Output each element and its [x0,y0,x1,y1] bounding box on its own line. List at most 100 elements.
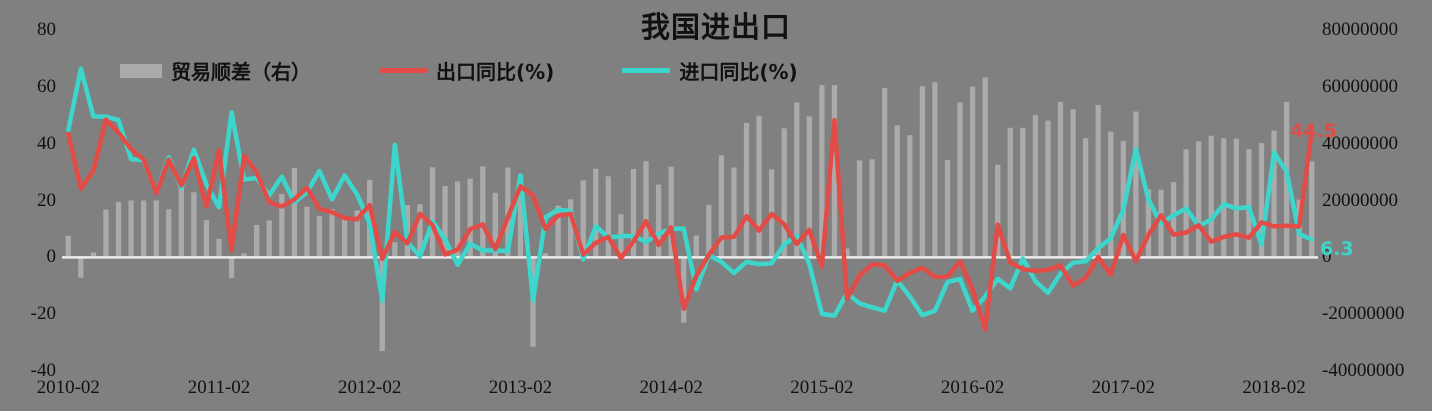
chart-title: 我国进出口 [640,10,791,44]
bar [417,204,423,258]
bar [480,166,486,258]
bar [655,184,662,258]
bar [228,257,235,279]
bar [781,128,787,258]
x-axis-tick: 2017-02 [1091,377,1155,398]
data-label: 44.5 [1290,120,1337,142]
bar [1145,189,1152,258]
legend-swatch-bar [120,63,162,78]
bar [1221,138,1227,258]
bar [580,180,586,258]
bar [1045,120,1051,258]
bar [944,159,951,258]
y-axis-left-tick: 80 [37,19,56,40]
bars-group [65,77,1315,352]
bar [329,209,335,258]
bar [794,102,800,258]
bar [1309,161,1315,258]
bar [141,200,147,258]
bar [266,220,272,258]
bar [919,86,925,258]
legend-label-trade-surplus: 贸易顺差（右） [171,60,311,84]
bar [379,257,385,352]
bar [492,192,498,258]
bar [153,200,159,258]
bar [78,257,84,278]
bar [555,205,561,258]
y-axis-left-tick: -20 [30,303,56,325]
bar [982,77,988,258]
bar [1133,111,1139,258]
bar [831,85,838,258]
x-axis: 2010-02 2011-02 2012-02 2013-02 2014-02 2015-… [0,377,1432,409]
bar [706,204,712,258]
bar [806,116,812,258]
bar [542,253,549,258]
bar [517,174,524,258]
bar [681,257,687,323]
bar [178,180,184,258]
bar [1032,115,1039,258]
bar [166,209,172,258]
x-axis-tick: 2016-02 [940,377,1005,398]
bar [718,155,725,258]
bar [1020,127,1026,258]
bar [279,193,285,258]
bar [756,115,762,258]
y-axis-left-tick: -40 [30,360,56,381]
x-axis-tick: 2014-02 [639,377,703,398]
bar [743,122,750,258]
bar [1246,149,1252,258]
bar [882,87,888,258]
bar [392,242,398,258]
bar [605,176,611,258]
y-axis-left: 80 60 40 20 0 -20 -40 [0,0,56,411]
x-axis-tick: 2010-02 [36,377,100,398]
bar [1183,149,1189,258]
x-axis-tick: 2011-02 [187,377,251,398]
bar [1108,131,1114,258]
bar [291,167,297,258]
y-axis-right-tick: 80000000 [1322,19,1398,40]
bar [932,82,938,258]
y-axis-left-tick: 60 [37,75,56,97]
legend-swatch-import-line [622,68,671,73]
legend-item-export-yoy[interactable]: 出口同比(%) [379,56,554,85]
bar [995,164,1001,258]
y-axis-left-tick: 0 [46,246,57,268]
bar [90,252,97,258]
bar [467,178,473,258]
bar [907,135,913,258]
bar [65,235,71,258]
y-axis-right-tick: 0 [1322,246,1332,268]
data-label: 6.3 [1320,238,1354,260]
bar [304,206,310,258]
legend-item-trade-surplus[interactable]: 贸易顺差（右） [120,56,311,85]
bar [894,125,900,258]
bar [115,201,122,258]
bar [643,161,649,258]
bar [191,192,197,258]
chart-legend: 贸易顺差（右） 出口同比(%) 进口同比(%) [120,56,798,85]
y-axis-right: 80000000 60000000 40000000 20000000 0 -200000… [1322,0,1432,411]
legend-item-import-yoy[interactable]: 进口同比(%) [622,56,798,85]
bar [241,253,247,258]
y-axis-right-tick: -40000000 [1322,360,1405,381]
bar [957,102,963,258]
bar [254,224,260,258]
legend-label-import-yoy: 进口同比(%) [679,60,798,84]
bar [316,216,323,258]
bar [128,200,134,258]
y-axis-right-tick: 60000000 [1322,75,1398,97]
bar [442,186,448,258]
bar [1271,130,1277,258]
bar [1095,105,1101,258]
bar [1170,182,1177,258]
bar [203,220,210,258]
export-yoy-line [66,117,1314,332]
plot-svg [62,66,1318,352]
bar [856,160,863,258]
bar [630,168,637,258]
x-axis-tick: 2013-02 [488,377,553,398]
